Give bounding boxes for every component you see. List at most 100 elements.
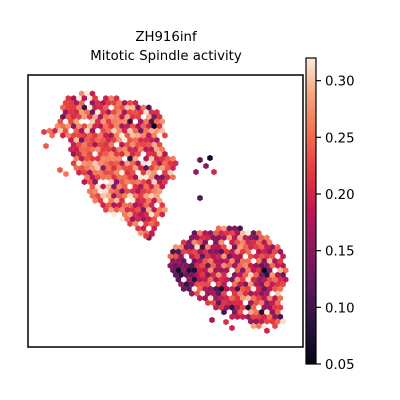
spot [76, 104, 82, 111]
spot [132, 127, 139, 134]
spot [215, 299, 222, 307]
spot [264, 318, 270, 325]
spot [60, 113, 66, 121]
spot [116, 118, 123, 125]
spot [121, 118, 128, 125]
spot [258, 290, 265, 297]
spot [156, 122, 163, 130]
spot [156, 197, 163, 204]
spot [274, 262, 281, 269]
spot [156, 150, 163, 158]
spot [253, 308, 259, 316]
spot [121, 146, 128, 153]
spot [124, 122, 131, 130]
spot [258, 308, 265, 316]
spot [221, 281, 227, 288]
spot [140, 206, 147, 214]
spot [266, 248, 273, 255]
spot [95, 99, 101, 107]
spot [167, 169, 174, 176]
spot [266, 304, 273, 311]
spot [111, 136, 117, 144]
spot [258, 281, 265, 288]
spot [151, 113, 157, 121]
spot [207, 257, 214, 265]
spot [154, 211, 160, 218]
spot [194, 243, 200, 251]
spot [258, 262, 265, 269]
spot [70, 160, 77, 167]
colorbar-tick-label: 0.15 [325, 245, 355, 260]
spot [261, 322, 267, 330]
spot [245, 295, 251, 302]
spot [148, 136, 155, 144]
spot [54, 122, 61, 130]
spot [148, 183, 155, 190]
spot [175, 267, 182, 274]
spot [213, 267, 219, 274]
spot [148, 211, 155, 218]
spot [95, 192, 101, 200]
spot [189, 290, 195, 297]
spot [211, 168, 217, 176]
spot [132, 183, 139, 190]
spot [100, 109, 106, 116]
spot [223, 267, 230, 274]
spot [159, 202, 165, 209]
spot [180, 267, 187, 274]
spot [143, 202, 149, 209]
spot [264, 243, 270, 251]
spot [138, 211, 144, 218]
spot [253, 262, 259, 269]
spot [191, 257, 198, 265]
spot [213, 285, 219, 293]
spot [250, 322, 257, 330]
spot [226, 243, 233, 251]
spot [65, 104, 72, 111]
spot [89, 155, 96, 162]
spot [111, 174, 117, 181]
spot [87, 188, 93, 195]
spot [231, 271, 238, 279]
spot [103, 169, 109, 176]
spot [151, 188, 157, 195]
spot [274, 318, 281, 325]
spot [113, 95, 120, 102]
spot [250, 229, 257, 237]
spot [124, 178, 131, 186]
spot [205, 299, 211, 307]
spot [103, 150, 109, 158]
spot [213, 229, 219, 237]
spot [132, 174, 139, 181]
spot [87, 160, 93, 167]
spot [248, 262, 254, 269]
spot [226, 234, 233, 241]
spot [221, 225, 227, 232]
spot [197, 267, 203, 274]
spot [264, 290, 270, 297]
spot [65, 113, 72, 121]
spot [73, 109, 80, 116]
spot [194, 253, 200, 260]
spot [113, 104, 120, 111]
spot [221, 308, 227, 316]
spot [229, 229, 235, 237]
spot [76, 160, 82, 167]
spot [159, 155, 165, 162]
spot [87, 169, 93, 176]
spot [138, 202, 144, 209]
spot [280, 281, 286, 288]
spot [197, 229, 203, 237]
spot [111, 202, 117, 209]
spot [140, 104, 147, 111]
spot [116, 136, 123, 144]
spot [207, 154, 213, 162]
spot [132, 136, 139, 144]
spot [129, 206, 136, 214]
spot [242, 271, 249, 279]
spot [84, 164, 90, 172]
spot [73, 118, 80, 125]
spot [154, 192, 160, 200]
spot [250, 267, 257, 274]
spot [189, 243, 195, 251]
